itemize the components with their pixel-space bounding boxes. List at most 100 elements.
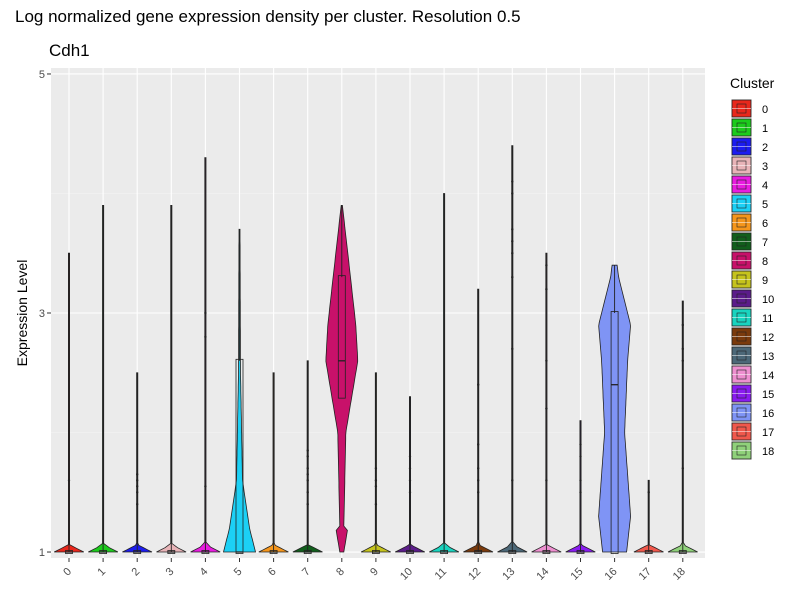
- outlier-point: [511, 347, 514, 351]
- outlier-point: [511, 192, 514, 195]
- outlier-point: [579, 491, 582, 494]
- x-tick-label: 15: [568, 566, 585, 583]
- outlier-point: [579, 479, 582, 482]
- x-tick-label: 14: [534, 566, 551, 583]
- legend-label-cluster-11: 11: [762, 313, 773, 325]
- legend-title: Cluster: [730, 75, 775, 91]
- outlier-point: [477, 479, 480, 482]
- x-tick-label: 1: [95, 566, 108, 579]
- outlier-point: [306, 449, 309, 452]
- legend-label-cluster-5: 5: [762, 199, 768, 211]
- outlier-point: [511, 180, 514, 183]
- outlier-point: [374, 503, 378, 506]
- outlier-point: [477, 467, 480, 470]
- legend-label-cluster-13: 13: [762, 351, 774, 363]
- x-tick-label: 11: [433, 566, 450, 583]
- outlier-point: [136, 503, 139, 506]
- outlier-point: [545, 359, 548, 363]
- legend-label-cluster-7: 7: [762, 237, 768, 249]
- legend-label-cluster-4: 4: [762, 180, 768, 192]
- outlier-point: [374, 479, 378, 482]
- outlier-point: [681, 323, 684, 327]
- legend-label-cluster-16: 16: [762, 408, 774, 420]
- outlier-point: [306, 467, 309, 470]
- outlier-point: [511, 479, 514, 482]
- box-cluster-16: [610, 311, 619, 554]
- legend-label-cluster-14: 14: [762, 370, 774, 382]
- outlier-point: [408, 491, 412, 494]
- outlier-point: [408, 455, 412, 458]
- outlier-point: [545, 263, 548, 267]
- violins-layer: [54, 145, 698, 554]
- outlier-point: [306, 455, 309, 458]
- x-tick-label: 3: [164, 566, 177, 579]
- box-cluster-5: [235, 358, 244, 554]
- legend-label-cluster-18: 18: [762, 446, 774, 458]
- legend-label-cluster-15: 15: [762, 389, 774, 401]
- x-tick-label: 8: [334, 566, 347, 579]
- outlier-point: [204, 335, 207, 339]
- outlier-point: [545, 287, 548, 291]
- y-tick-label: 5: [39, 69, 45, 81]
- y-axis: 1 3 5: [39, 69, 51, 559]
- outlier-point: [204, 485, 207, 488]
- outlier-point: [306, 479, 309, 482]
- legend-label-cluster-12: 12: [762, 332, 774, 344]
- x-axis: 0 1 2 3 4 5 6 7 8 9 10 11 12 13 14 15 16 17 18: [61, 558, 688, 583]
- x-tick-label: 4: [198, 566, 211, 579]
- chart-subtitle: Cdh1: [49, 41, 90, 60]
- outlier-point: [136, 485, 139, 488]
- chart-title: Log normalized gene expression density p…: [15, 7, 521, 26]
- outlier-point: [306, 473, 309, 476]
- x-tick-label: 13: [500, 566, 517, 583]
- legend-label-cluster-1: 1: [762, 123, 768, 135]
- x-tick-label: 10: [398, 566, 415, 583]
- x-tick-label: 12: [466, 566, 483, 583]
- outlier-point: [545, 407, 548, 410]
- legend-label-cluster-17: 17: [762, 427, 774, 439]
- x-tick-label: 7: [300, 566, 313, 579]
- box-cluster-8: [337, 275, 346, 399]
- x-tick-label: 18: [671, 566, 688, 583]
- outlier-point: [408, 479, 412, 482]
- outlier-point: [511, 252, 514, 255]
- outlier-point: [545, 479, 548, 482]
- outlier-point: [477, 383, 480, 386]
- outlier-point: [579, 455, 582, 458]
- outlier-point: [136, 473, 139, 476]
- outlier-point: [204, 311, 207, 315]
- outlier-point: [136, 479, 139, 482]
- outlier-point: [511, 275, 514, 279]
- outlier-point: [306, 503, 309, 506]
- outlier-point: [408, 467, 412, 470]
- outlier-point: [511, 228, 514, 231]
- legend-label-cluster-8: 8: [762, 256, 768, 268]
- x-tick-label: 2: [130, 566, 143, 579]
- outlier-point: [647, 491, 650, 494]
- legend-label-cluster-9: 9: [762, 275, 768, 287]
- x-tick-label: 6: [266, 566, 279, 579]
- legend-label-cluster-3: 3: [762, 161, 768, 173]
- outlier-point: [681, 347, 684, 351]
- violin-cluster-8: [325, 204, 359, 553]
- legend-label-cluster-2: 2: [762, 142, 768, 154]
- x-tick-label: 0: [61, 566, 74, 579]
- outlier-point: [374, 485, 378, 488]
- x-tick-label: 9: [368, 566, 381, 579]
- y-tick-label: 1: [39, 547, 45, 559]
- y-tick-label: 3: [39, 308, 45, 320]
- x-tick-label: 17: [637, 566, 654, 583]
- x-tick-label: 5: [232, 566, 245, 579]
- outlier-point: [136, 491, 139, 494]
- legend-label-cluster-0: 0: [762, 104, 768, 116]
- outlier-point: [477, 443, 480, 446]
- outlier-point: [306, 491, 309, 494]
- outlier-point: [67, 479, 71, 482]
- x-tick-label: 16: [603, 566, 620, 583]
- violin-cluster-5: [222, 228, 257, 553]
- violin-cluster-16: [598, 264, 632, 553]
- y-axis-label: Expression Level: [14, 260, 30, 367]
- outlier-point: [681, 467, 684, 470]
